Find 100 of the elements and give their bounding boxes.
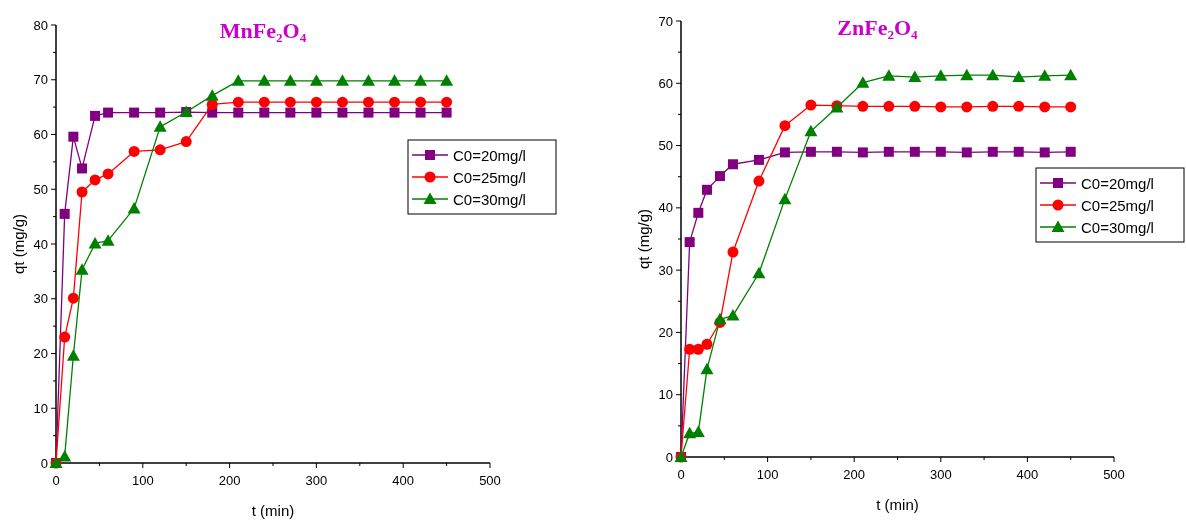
point	[691, 425, 705, 438]
point	[1065, 146, 1076, 157]
point	[727, 159, 738, 170]
y-tick-label: 70	[33, 72, 48, 88]
x-tick-label: 0	[52, 473, 60, 488]
x-tick-label: 200	[843, 467, 866, 482]
x-tick-label: 0	[677, 467, 685, 482]
point	[779, 147, 790, 158]
point	[284, 96, 296, 108]
y-tick-label: 10	[658, 387, 673, 403]
point	[1039, 101, 1051, 113]
point	[153, 120, 167, 132]
point	[1013, 100, 1025, 112]
point	[309, 74, 323, 86]
point	[232, 96, 244, 108]
x-tick-label: 500	[479, 473, 501, 488]
y-tick-label: 50	[658, 138, 673, 154]
y-tick-label: 0	[665, 449, 673, 465]
x-tick-label: 300	[929, 467, 952, 482]
point	[68, 131, 79, 142]
y-tick-label: 60	[658, 75, 673, 91]
y-tick-label: 30	[33, 291, 48, 307]
point	[693, 207, 704, 218]
point	[805, 99, 817, 111]
point	[987, 146, 998, 157]
y-axis-title: qt (mg/g)	[635, 208, 652, 270]
point	[283, 74, 297, 86]
point	[831, 146, 842, 157]
point	[233, 107, 244, 118]
point	[285, 107, 296, 118]
y-tick-label: 30	[658, 262, 673, 278]
point	[753, 175, 765, 187]
legend-label: C0=30mg/l	[453, 190, 526, 208]
point	[180, 136, 192, 148]
point	[389, 96, 401, 108]
point	[752, 266, 766, 279]
point	[257, 74, 271, 86]
legend-label: C0=20mg/l	[1081, 174, 1154, 192]
legend-label: C0=20mg/l	[453, 146, 526, 164]
point	[58, 449, 72, 462]
point	[440, 74, 454, 86]
point	[960, 68, 974, 81]
point	[337, 107, 348, 118]
point	[361, 74, 375, 86]
point	[154, 144, 166, 156]
point	[701, 338, 713, 350]
point	[986, 68, 1000, 81]
point	[1064, 68, 1078, 81]
point	[700, 362, 714, 375]
y-tick-label: 50	[33, 181, 48, 197]
point	[414, 74, 428, 86]
point	[778, 192, 792, 205]
point	[310, 96, 322, 108]
legend-label: C0=25mg/l	[453, 168, 526, 186]
point	[909, 146, 920, 157]
point	[1039, 147, 1050, 158]
x-axis-title: t (min)	[876, 496, 919, 513]
y-tick-label: 10	[33, 400, 48, 416]
x-tick-label: 500	[1103, 467, 1125, 482]
chart-title: MnFe₂O₄	[219, 18, 307, 43]
point	[89, 174, 101, 186]
y-tick-label: 0	[40, 455, 48, 471]
point	[441, 107, 452, 118]
point	[102, 168, 114, 180]
point	[88, 236, 102, 249]
y-axis-title: qt (mg/g)	[10, 213, 27, 275]
point	[935, 146, 946, 157]
point	[363, 107, 374, 118]
point	[259, 107, 270, 118]
point	[935, 101, 947, 113]
point	[103, 107, 114, 118]
point	[311, 107, 322, 118]
legend-label: C0=25mg/l	[1081, 196, 1154, 214]
y-tick-label: 60	[33, 127, 48, 142]
x-tick-label: 400	[392, 473, 415, 488]
point	[336, 96, 348, 108]
point	[908, 70, 922, 83]
point	[388, 74, 402, 86]
legend-label: C0=30mg/l	[1081, 218, 1154, 236]
point	[987, 100, 999, 112]
point	[805, 146, 816, 157]
point	[127, 201, 141, 214]
point	[128, 145, 140, 157]
point	[883, 146, 894, 157]
point	[415, 96, 427, 108]
point	[882, 69, 896, 81]
point	[155, 107, 166, 118]
point	[701, 184, 712, 195]
x-tick-label: 300	[305, 473, 328, 488]
x-tick-label: 100	[756, 467, 779, 482]
point	[753, 154, 764, 165]
point	[726, 309, 740, 321]
chart-title: ZnFe₂O₄	[837, 15, 919, 40]
y-tick-label: 20	[658, 324, 673, 340]
point	[362, 96, 374, 108]
point	[76, 186, 88, 198]
point	[804, 124, 818, 137]
point	[205, 89, 219, 101]
point	[67, 292, 79, 304]
point	[335, 74, 349, 86]
